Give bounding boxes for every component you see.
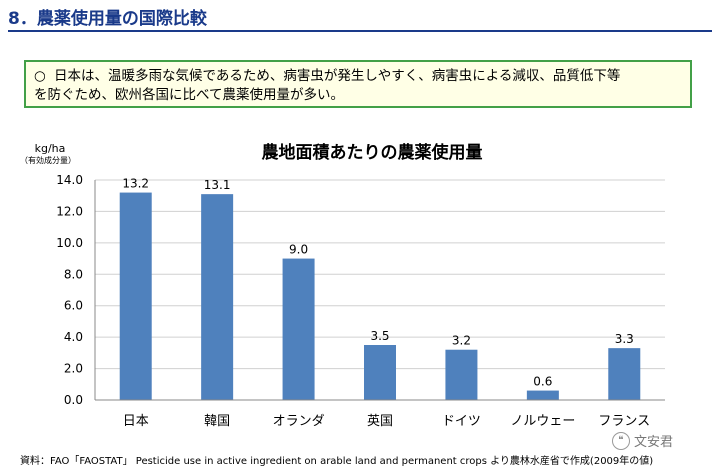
y-tick-label: 10.0 <box>56 236 83 250</box>
summary-text-1: 日本は、温暖多雨な気候であるため、病害虫が発生しやすく、病害虫による減収、品質低… <box>54 68 621 84</box>
bar <box>526 390 559 400</box>
y-axis-unit-note: （有効成分量） <box>20 155 76 165</box>
summary-bullet: ○ <box>34 68 46 84</box>
value-label: 9.0 <box>289 243 308 257</box>
y-axis-ticks: 0.0 2.0 4.0 6.0 8.0 10.0 12.0 14.0 <box>56 173 83 407</box>
watermark: ❝ 文安君 <box>612 431 673 450</box>
title-divider <box>8 30 712 32</box>
y-tick-label: 8.0 <box>64 267 83 281</box>
y-tick-label: 14.0 <box>56 173 83 187</box>
category-label: ドイツ <box>442 414 481 429</box>
bar <box>445 349 478 400</box>
category-label: フランス <box>598 414 650 429</box>
value-label: 13.2 <box>122 177 149 191</box>
summary-line-2: を防ぐため、欧州各国に比べて農薬使用量が多い。 <box>34 87 344 103</box>
bar <box>201 194 234 400</box>
watermark-text: 文安君 <box>634 435 674 450</box>
y-axis-unit: kg/ha <box>35 142 66 155</box>
y-tick-label: 0.0 <box>64 393 83 407</box>
category-label: 韓国 <box>204 414 230 429</box>
value-label: 0.6 <box>533 375 552 389</box>
summary-line-1: ○ 日本は、温暖多雨な気候であるため、病害虫が発生しやすく、病害虫による減収、品質… <box>34 67 680 86</box>
y-tick-label: 6.0 <box>64 299 83 313</box>
value-label: 3.3 <box>615 332 634 346</box>
category-label: ノルウェー <box>510 414 575 429</box>
category-label: 日本 <box>123 414 149 429</box>
category-label: 英国 <box>367 414 393 429</box>
bar <box>282 258 315 400</box>
bar <box>119 192 152 400</box>
gridlines <box>95 179 665 370</box>
page-title: 8．農薬使用量の国際比較 <box>8 9 207 29</box>
value-labels: 13.2 13.1 9.0 3.5 3.2 0.6 3.3 <box>122 177 633 389</box>
source-note: 資料：FAO「FAOSTAT」 Pesticide use in active … <box>20 456 654 467</box>
category-labels: 日本 韓国 オランダ 英国 ドイツ ノルウェー フランス <box>123 414 650 429</box>
summary-box: ○ 日本は、温暖多雨な気候であるため、病害虫が発生しやすく、病害虫による減収、品質… <box>24 60 692 108</box>
y-tick-label: 12.0 <box>56 204 83 218</box>
bar <box>608 348 641 400</box>
bars <box>119 192 641 400</box>
value-label: 3.5 <box>370 329 389 343</box>
y-tick-label: 4.0 <box>64 330 83 344</box>
category-label: オランダ <box>273 414 325 429</box>
bar <box>364 345 396 400</box>
chart-title: 農地面積あたりの農薬使用量 <box>262 142 483 163</box>
value-label: 3.2 <box>452 334 471 348</box>
y-tick-label: 2.0 <box>64 362 83 376</box>
chat-bubble-icon: ❝ <box>612 431 630 450</box>
value-label: 13.1 <box>204 178 231 192</box>
